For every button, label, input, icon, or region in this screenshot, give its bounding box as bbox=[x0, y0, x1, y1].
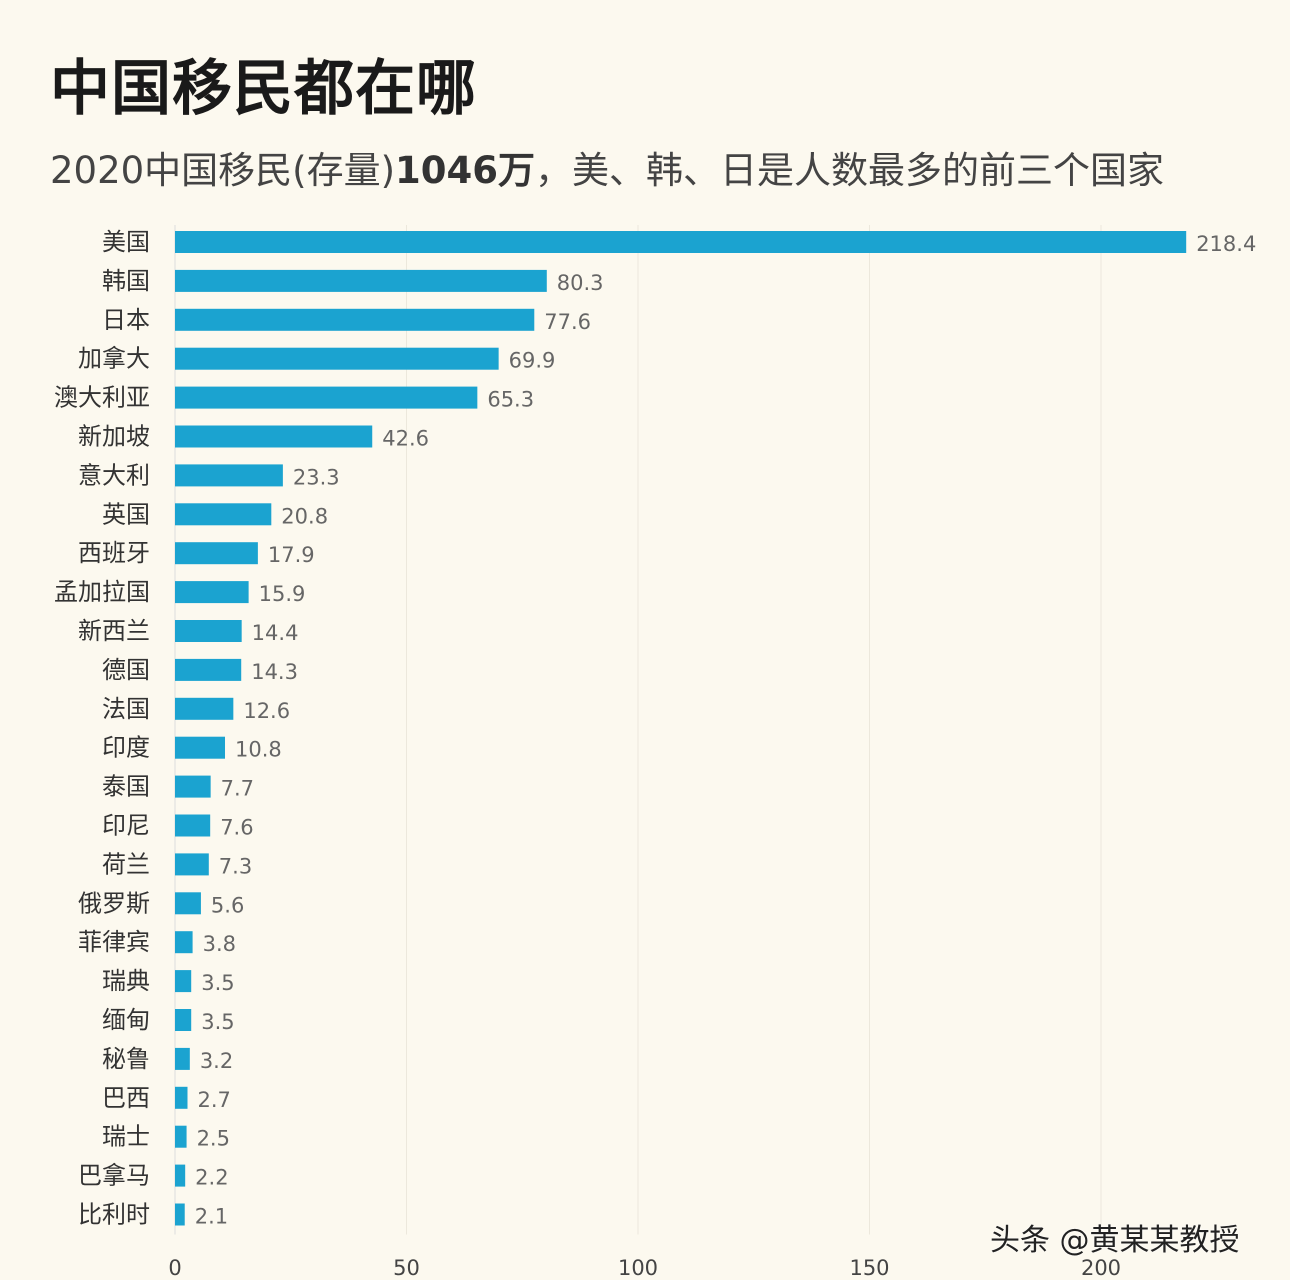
chart-title: 中国移民都在哪 bbox=[50, 54, 477, 124]
category-label: 新西兰 bbox=[78, 617, 150, 645]
bar bbox=[175, 425, 373, 448]
category-label: 西班牙 bbox=[78, 539, 150, 567]
category-label: 美国 bbox=[102, 228, 150, 256]
value-label: 3.5 bbox=[201, 1010, 234, 1034]
chart-subtitle: 2020中国移民(存量)1046万，美、韩、日是人数最多的前三个国家 bbox=[50, 140, 1164, 194]
bar bbox=[175, 1047, 190, 1070]
x-tick-label: 100 bbox=[618, 1256, 658, 1280]
category-label: 新加坡 bbox=[78, 423, 150, 451]
bar bbox=[175, 697, 234, 720]
category-label: 澳大利亚 bbox=[54, 384, 150, 412]
bar bbox=[175, 581, 249, 604]
value-label: 12.6 bbox=[243, 699, 290, 723]
x-tick-label: 150 bbox=[849, 1256, 889, 1280]
bar bbox=[175, 814, 211, 837]
value-label: 69.9 bbox=[509, 349, 556, 373]
bar bbox=[175, 1164, 186, 1187]
bar bbox=[175, 658, 242, 681]
bar bbox=[175, 853, 209, 876]
value-label: 23.3 bbox=[293, 465, 340, 489]
bar bbox=[175, 542, 258, 565]
category-label: 瑞典 bbox=[102, 967, 150, 995]
category-label: 巴西 bbox=[102, 1084, 150, 1112]
value-label: 3.2 bbox=[200, 1049, 233, 1073]
bar bbox=[175, 1125, 187, 1148]
value-label: 2.1 bbox=[195, 1205, 228, 1229]
category-label: 韩国 bbox=[102, 267, 150, 295]
value-label: 42.6 bbox=[382, 427, 429, 451]
bar bbox=[175, 931, 193, 954]
category-label: 印尼 bbox=[102, 812, 150, 840]
bar bbox=[175, 1009, 192, 1031]
x-tick-label: 200 bbox=[1081, 1256, 1121, 1280]
value-label: 14.3 bbox=[251, 660, 298, 684]
bar bbox=[175, 269, 547, 292]
x-tick-label: 50 bbox=[393, 1256, 420, 1280]
category-label: 瑞士 bbox=[102, 1123, 150, 1151]
value-label: 80.3 bbox=[557, 271, 604, 295]
value-label: 14.4 bbox=[252, 621, 299, 645]
bar bbox=[175, 970, 192, 993]
bar bbox=[175, 1086, 188, 1109]
value-label: 10.8 bbox=[235, 738, 282, 762]
value-label: 2.7 bbox=[198, 1088, 231, 1112]
value-label: 2.5 bbox=[197, 1127, 230, 1151]
subtitle-highlight: 1046万 bbox=[395, 149, 536, 192]
category-label: 秘鲁 bbox=[102, 1045, 150, 1073]
value-label: 3.8 bbox=[203, 932, 236, 956]
value-label: 218.4 bbox=[1196, 232, 1256, 256]
bar bbox=[175, 308, 535, 331]
category-label: 巴拿马 bbox=[78, 1162, 150, 1190]
value-label: 7.3 bbox=[219, 854, 252, 878]
category-label: 印度 bbox=[102, 734, 150, 762]
category-label: 比利时 bbox=[78, 1201, 150, 1229]
value-label: 77.6 bbox=[544, 310, 591, 334]
value-label: 15.9 bbox=[259, 582, 306, 606]
bar bbox=[175, 347, 499, 370]
subtitle-prefix: 2020中国移民(存量) bbox=[50, 149, 396, 192]
bar bbox=[175, 503, 272, 526]
subtitle-suffix: ，美、韩、日是人数最多的前三个国家 bbox=[535, 149, 1165, 192]
value-label: 20.8 bbox=[281, 504, 328, 528]
value-label: 5.6 bbox=[211, 893, 244, 917]
category-label: 德国 bbox=[102, 656, 150, 684]
category-label: 意大利 bbox=[78, 461, 150, 489]
value-label: 3.5 bbox=[201, 971, 234, 995]
value-label: 7.6 bbox=[220, 816, 253, 840]
category-label: 俄罗斯 bbox=[78, 889, 150, 917]
value-label: 17.9 bbox=[268, 543, 315, 567]
bar bbox=[175, 892, 201, 915]
bar bbox=[175, 464, 283, 487]
category-label: 缅甸 bbox=[102, 1006, 150, 1034]
category-label: 菲律宾 bbox=[78, 928, 150, 956]
category-label: 加拿大 bbox=[78, 345, 150, 373]
value-label: 65.3 bbox=[487, 388, 534, 412]
category-label: 泰国 bbox=[102, 773, 150, 801]
bar bbox=[175, 736, 226, 759]
bar bbox=[175, 1203, 185, 1226]
watermark: 头条 @黄某某教授 bbox=[990, 1223, 1240, 1258]
value-label: 7.7 bbox=[221, 777, 254, 801]
category-label: 孟加拉国 bbox=[54, 578, 150, 606]
x-tick-label: 0 bbox=[168, 1256, 181, 1280]
category-label: 法国 bbox=[102, 695, 150, 723]
bar bbox=[175, 386, 478, 409]
bar bbox=[175, 775, 211, 798]
category-label: 日本 bbox=[102, 306, 150, 334]
value-label: 2.2 bbox=[195, 1166, 228, 1190]
bar bbox=[175, 231, 1187, 253]
category-label: 荷兰 bbox=[102, 850, 150, 878]
category-label: 英国 bbox=[102, 500, 150, 528]
bar bbox=[175, 620, 242, 642]
